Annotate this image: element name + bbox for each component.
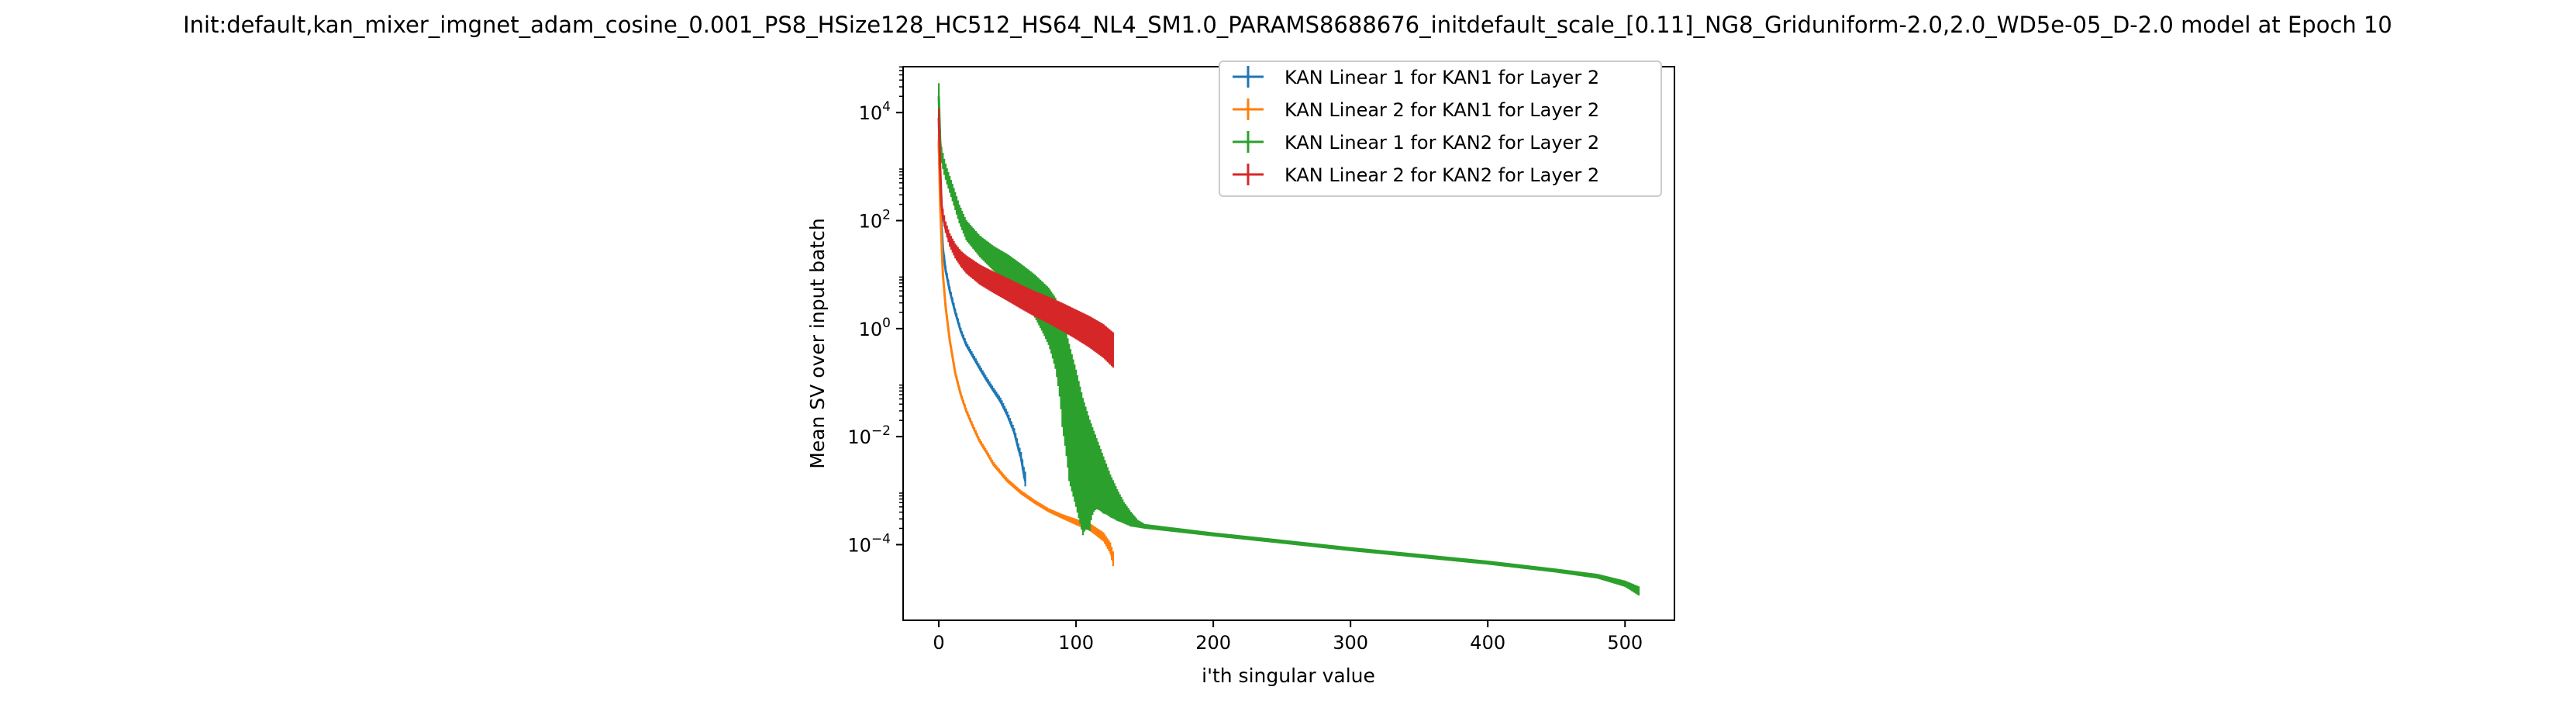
y-tick-label: 102	[859, 208, 891, 233]
x-tick-label: 200	[1195, 632, 1231, 654]
x-axis-label: i'th singular value	[1202, 664, 1375, 687]
y-axis: 104 102 100 10−2 10−4	[847, 66, 903, 556]
x-axis: 0 100 200 300 400 500	[933, 620, 1643, 654]
y-tick-label: 100	[859, 316, 891, 340]
series-layer	[937, 83, 1640, 596]
x-tick-label: 0	[933, 632, 944, 654]
legend-box	[1219, 60, 1662, 197]
x-tick-label: 100	[1058, 632, 1094, 654]
legend: KAN Linear 1 for KAN1 for Layer 2 KAN Lin…	[1219, 60, 1662, 197]
y-axis-label: Mean SV over input batch	[806, 218, 829, 469]
legend-item: KAN Linear 1 for KAN2 for Layer 2	[1233, 131, 1599, 154]
y-tick-label: 10−2	[847, 423, 891, 448]
y-tick-label: 10−4	[847, 531, 891, 556]
series-4	[937, 108, 1114, 368]
x-tick-label: 400	[1470, 632, 1505, 654]
legend-label: KAN Linear 2 for KAN2 for Layer 2	[1285, 164, 1599, 186]
legend-label: KAN Linear 1 for KAN2 for Layer 2	[1285, 132, 1599, 154]
legend-item: KAN Linear 2 for KAN1 for Layer 2	[1233, 98, 1599, 121]
y-tick-label: 104	[859, 99, 891, 124]
legend-item: KAN Linear 1 for KAN1 for Layer 2	[1233, 66, 1599, 88]
legend-label: KAN Linear 2 for KAN1 for Layer 2	[1285, 99, 1599, 121]
chart-title: Init:default,kan_mixer_imgnet_adam_cosin…	[183, 12, 2392, 38]
x-tick-label: 500	[1607, 632, 1643, 654]
plot-area	[902, 66, 1675, 621]
legend-item: KAN Linear 2 for KAN2 for Layer 2	[1233, 164, 1599, 186]
x-tick-label: 300	[1333, 632, 1368, 654]
series-1	[937, 133, 1027, 487]
legend-label: KAN Linear 1 for KAN1 for Layer 2	[1285, 67, 1599, 88]
series-line	[937, 117, 1114, 353]
series-line	[937, 140, 1027, 481]
series-2	[937, 134, 1115, 567]
